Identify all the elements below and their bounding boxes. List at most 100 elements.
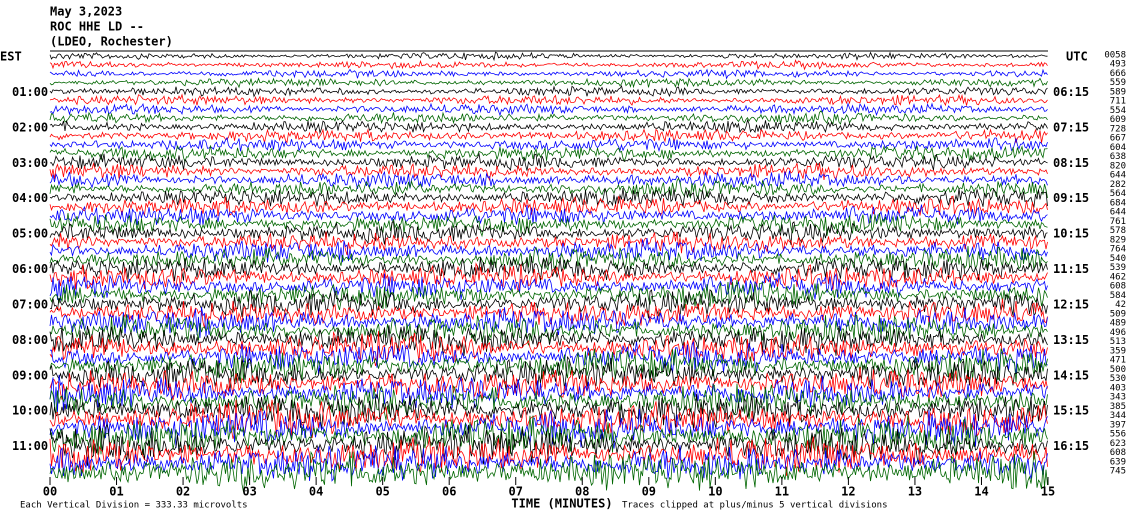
x-tick-label: 08	[575, 485, 589, 499]
est-label: 04:00	[12, 191, 48, 205]
trace	[49, 188, 1048, 208]
trace	[49, 246, 1048, 273]
x-tick-label: 12	[841, 485, 855, 499]
x-tick-label: 14	[974, 485, 988, 499]
trace-value: 638	[1110, 152, 1126, 162]
trace	[49, 307, 1048, 338]
trace-value: 493	[1110, 60, 1126, 70]
trace	[49, 162, 1048, 182]
trace	[49, 195, 1048, 217]
trace-value: 608	[1110, 448, 1126, 458]
trace	[49, 238, 1048, 263]
est-label: 05:00	[12, 227, 48, 241]
x-tick-label: 13	[908, 485, 922, 499]
x-tick-label: 10	[708, 485, 722, 499]
trace	[49, 118, 1048, 135]
trace	[49, 68, 1048, 80]
x-tick-label: 06	[442, 485, 456, 499]
scale-note: Each Vertical Division = 333.33 microvol…	[20, 501, 248, 511]
utc-label: 10:15	[1053, 227, 1089, 241]
trace	[49, 450, 1048, 493]
x-tick-label: 04	[309, 485, 323, 499]
est-label: 07:00	[12, 297, 48, 311]
trace-value: 42	[1115, 300, 1126, 310]
est-label: 03:00	[12, 156, 48, 170]
trace-value: 764	[1110, 245, 1126, 255]
x-tick-label: 03	[242, 485, 256, 499]
trace	[49, 415, 1048, 456]
trace-value: 0058	[1104, 51, 1126, 61]
trace-value: 728	[1110, 124, 1126, 134]
trace-value: 644	[1110, 171, 1126, 181]
x-tick-label: 02	[176, 485, 190, 499]
est-label: 01:00	[12, 85, 48, 99]
trace-value: 509	[1110, 309, 1126, 319]
trace	[49, 220, 1048, 245]
trace-value: 489	[1110, 319, 1126, 329]
trace	[49, 262, 1048, 293]
trace	[49, 393, 1048, 431]
trace-value: 556	[1110, 430, 1126, 440]
trace-value: 462	[1110, 272, 1126, 282]
trace	[49, 366, 1048, 401]
trace	[49, 256, 1048, 282]
trace	[49, 409, 1048, 449]
trace	[49, 272, 1048, 301]
trace	[49, 93, 1048, 107]
trace	[49, 279, 1048, 311]
trace-value: 608	[1110, 282, 1126, 292]
trace	[49, 170, 1048, 189]
trace	[49, 374, 1048, 413]
utc-label: 11:15	[1053, 262, 1089, 276]
trace-value: 539	[1110, 263, 1126, 273]
trace	[49, 110, 1048, 125]
trace-value: 403	[1110, 383, 1126, 393]
trace	[49, 212, 1048, 238]
trace-value: 829	[1110, 235, 1126, 245]
est-label: 08:00	[12, 333, 48, 347]
x-tick-label: 00	[43, 485, 57, 499]
trace	[49, 325, 1048, 356]
trace	[49, 152, 1048, 171]
trace-value: 530	[1110, 374, 1126, 384]
trace	[49, 102, 1048, 117]
trace	[49, 51, 1048, 62]
trace	[49, 298, 1048, 329]
est-label: 11:00	[12, 439, 48, 453]
trace-value: 359	[1110, 346, 1126, 356]
trace-value: 589	[1110, 87, 1126, 97]
trace	[49, 423, 1048, 466]
utc-label: 14:15	[1053, 368, 1089, 382]
trace-value: 496	[1110, 328, 1126, 338]
date: May 3,2023	[50, 5, 122, 19]
est-label: 02:00	[12, 120, 48, 134]
trace-value: 578	[1110, 226, 1126, 236]
trace	[49, 383, 1048, 420]
utc-label: 15:15	[1053, 404, 1089, 418]
utc-label: 07:15	[1053, 120, 1089, 134]
trace	[49, 436, 1048, 476]
trace-value: 282	[1110, 180, 1126, 190]
trace	[49, 204, 1048, 226]
trace-value: 761	[1110, 217, 1126, 227]
trace-value: 500	[1110, 365, 1126, 375]
est-label: 10:00	[12, 404, 48, 418]
x-tick-label: 07	[509, 485, 523, 499]
right-axis-title: UTC	[1066, 50, 1088, 64]
trace	[49, 84, 1048, 98]
x-tick-label: 05	[375, 485, 389, 499]
trace	[49, 144, 1048, 164]
x-tick-label: 11	[775, 485, 789, 499]
utc-label: 16:15	[1053, 439, 1089, 453]
trace	[49, 348, 1048, 383]
trace	[49, 59, 1048, 71]
trace-value: 820	[1110, 161, 1126, 171]
trace-value: 343	[1110, 393, 1126, 403]
est-label: 09:00	[12, 368, 48, 382]
trace-value: 513	[1110, 337, 1126, 347]
trace-value: 564	[1110, 189, 1126, 199]
trace-value: 623	[1110, 439, 1126, 449]
x-tick-label: 01	[109, 485, 123, 499]
trace	[50, 341, 1048, 375]
trace	[49, 288, 1048, 319]
